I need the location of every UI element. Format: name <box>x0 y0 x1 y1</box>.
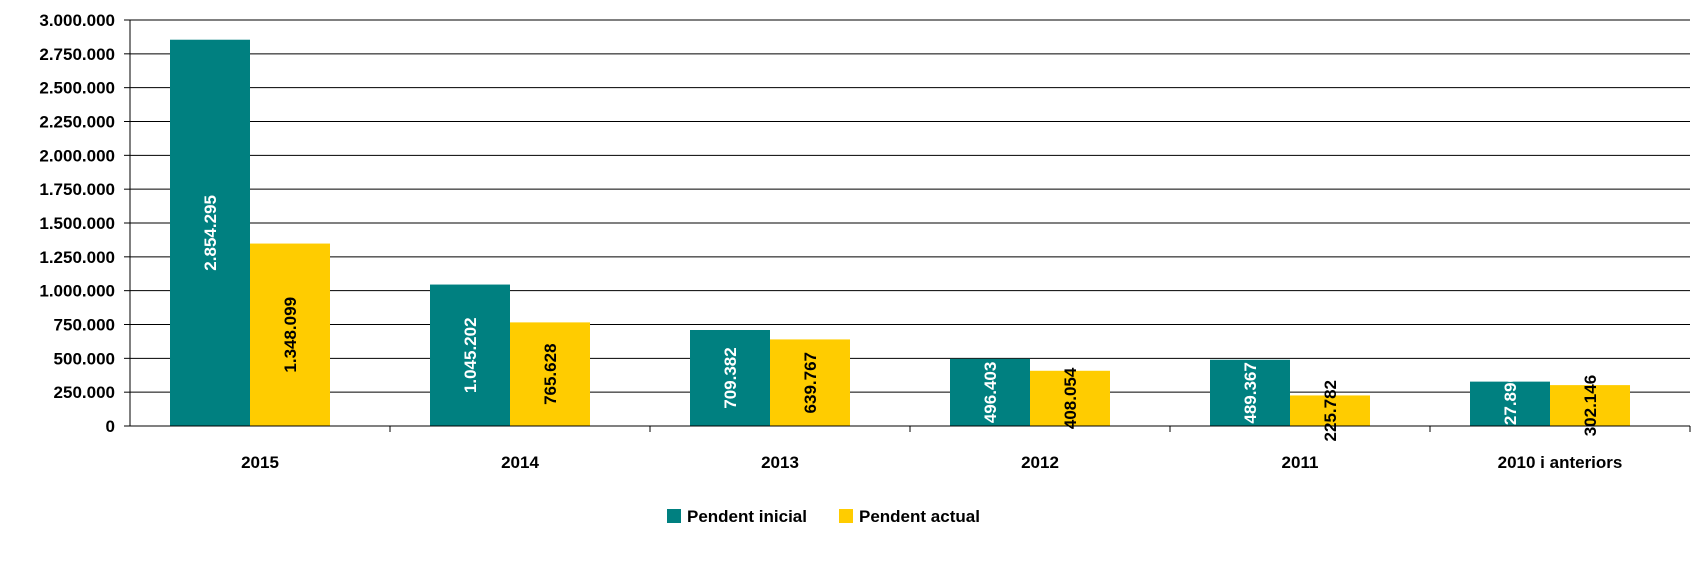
y-tick-label: 0 <box>106 417 115 436</box>
legend-label: Pendent inicial <box>687 507 807 526</box>
bar-pendent-inicial <box>690 329 770 426</box>
data-label: 765.628 <box>541 343 560 404</box>
legend-swatch <box>667 509 681 523</box>
data-label: 496.403 <box>981 362 1000 423</box>
legend-swatch <box>839 509 853 523</box>
bar-pendent-inicial <box>950 358 1030 426</box>
bar-pendent-actual <box>1290 395 1370 426</box>
bars <box>170 39 1630 426</box>
data-label: 302.146 <box>1581 375 1600 436</box>
bar-labels: 2.854.295 1.348.099 1.045.202 765.628 709.38… <box>201 195 1600 441</box>
data-label: 1.348.099 <box>281 297 300 373</box>
legend: Pendent inicial Pendent actual <box>667 507 980 526</box>
y-tick-label: 2.250.000 <box>39 113 115 132</box>
x-tick-label: 2010 i anteriors <box>1498 453 1623 472</box>
data-label: 639.767 <box>801 352 820 413</box>
y-tick-label: 750.000 <box>54 316 115 335</box>
x-tick-label: 2011 <box>1282 453 1319 472</box>
y-tick-label: 1.750.000 <box>39 180 115 199</box>
bar-pendent-actual <box>510 322 590 426</box>
data-label: 225.782 <box>1321 380 1340 441</box>
x-tick-label: 2014 <box>501 453 539 472</box>
x-tick-label: 2013 <box>761 453 799 472</box>
bar-pendent-inicial <box>170 39 250 426</box>
y-tick-label: 2.000.000 <box>39 146 115 165</box>
bar-pendent-inicial <box>1470 381 1550 426</box>
bar-pendent-inicial <box>1210 359 1290 426</box>
bar-pendent-actual <box>770 339 850 426</box>
bar-pendent-actual <box>1550 385 1630 426</box>
y-tick-label: 2.750.000 <box>39 45 115 64</box>
data-label: 489.367 <box>1241 362 1260 423</box>
y-tick-label: 1.000.000 <box>39 282 115 301</box>
data-label: 1.045.202 <box>461 317 480 393</box>
y-tick-label: 1.500.000 <box>39 214 115 233</box>
y-tick-label: 2.500.000 <box>39 79 115 98</box>
data-label: 327.896 <box>1501 373 1520 434</box>
y-tick-label: 500.000 <box>54 349 115 368</box>
y-tick-label: 250.000 <box>54 383 115 402</box>
data-label: 2.854.295 <box>201 195 220 271</box>
bar-pendent-inicial <box>430 284 510 426</box>
legend-label: Pendent actual <box>859 507 980 526</box>
bar-pendent-actual <box>250 243 330 426</box>
bar-pendent-actual <box>1030 370 1110 426</box>
x-tick-label: 2012 <box>1021 453 1059 472</box>
y-axis-ticks: 0 250.000 500.000 750.000 1.000.000 1.250.000… <box>39 11 130 436</box>
data-label: 408.054 <box>1061 367 1080 429</box>
y-tick-label: 3.000.000 <box>39 11 115 30</box>
y-tick-label: 1.250.000 <box>39 248 115 267</box>
gridlines <box>130 19 1690 393</box>
x-axis-ticks: 2015 2014 2013 2012 2011 2010 i anteriors <box>241 426 1691 472</box>
x-tick-label: 2015 <box>241 453 279 472</box>
data-label: 709.382 <box>721 347 740 408</box>
